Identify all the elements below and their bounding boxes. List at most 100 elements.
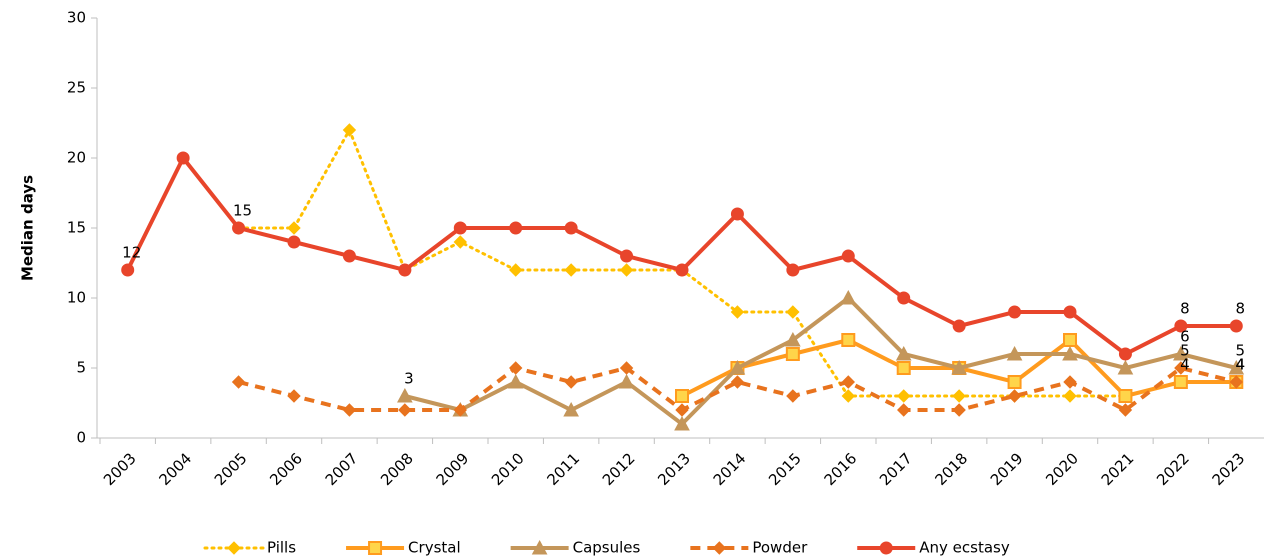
- point: [1007, 389, 1022, 403]
- point: [287, 389, 301, 403]
- point: [896, 361, 911, 375]
- point: [1117, 359, 1134, 375]
- point: [1118, 403, 1133, 417]
- x-tick-label: 2023: [1209, 449, 1249, 489]
- point: [1063, 375, 1077, 389]
- point: [674, 415, 690, 431]
- point: [730, 305, 745, 319]
- legend-label: Capsules: [573, 539, 641, 557]
- point: [564, 221, 578, 235]
- point: [952, 389, 966, 403]
- point: [564, 375, 578, 389]
- y-tick-label: 15: [67, 219, 86, 237]
- point: [951, 359, 967, 375]
- x-tick-label: 2004: [155, 449, 195, 489]
- point: [1006, 345, 1023, 361]
- point: [619, 361, 634, 375]
- point: [879, 541, 893, 555]
- y-tick-label: 20: [67, 149, 86, 167]
- point: [952, 403, 966, 417]
- point: [509, 263, 523, 277]
- legend-label: Crystal: [408, 539, 461, 557]
- point: [397, 387, 413, 403]
- x-tick-label: 2018: [931, 449, 971, 489]
- point: [1008, 305, 1022, 319]
- point: [1118, 389, 1133, 403]
- point: [231, 375, 246, 389]
- data-label: 4: [1180, 356, 1190, 374]
- x-tick-label: 2007: [322, 449, 362, 489]
- point: [509, 361, 523, 375]
- point: [841, 389, 855, 403]
- x-tick-label: 2006: [266, 449, 306, 489]
- point: [176, 151, 190, 165]
- point: [786, 389, 800, 403]
- point: [1228, 359, 1245, 375]
- data-label: 3: [404, 370, 414, 388]
- point: [1174, 361, 1188, 375]
- series-line: [125, 154, 1237, 357]
- point: [507, 373, 524, 389]
- x-tick-label: 2016: [821, 449, 861, 489]
- x-tick-label: 2015: [765, 449, 805, 489]
- point: [453, 221, 467, 235]
- x-tick-label: 2019: [987, 449, 1027, 489]
- point: [952, 319, 966, 333]
- point: [342, 403, 357, 417]
- y-tick-label: 25: [67, 79, 86, 97]
- point: [531, 539, 548, 555]
- x-tick-label: 2020: [1042, 449, 1082, 489]
- point: [509, 221, 523, 235]
- x-tick-label: 2014: [710, 449, 750, 489]
- data-label: 4: [1236, 356, 1246, 374]
- x-tick-label: 2011: [543, 449, 583, 489]
- point: [841, 375, 855, 389]
- point: [1063, 305, 1077, 319]
- data-label: 4: [1236, 356, 1246, 374]
- data-label: 8: [1236, 300, 1246, 318]
- point: [232, 221, 246, 235]
- point: [897, 403, 911, 417]
- point: [287, 221, 301, 235]
- legend: Pills Crystal Capsules Powder Any ecstasy: [203, 539, 1010, 557]
- x-tick-label: 2012: [599, 449, 639, 489]
- point: [841, 249, 855, 263]
- x-tick-label: 2003: [100, 449, 140, 489]
- x-tick-label: 2009: [433, 449, 473, 489]
- point: [620, 249, 634, 263]
- point: [675, 403, 689, 417]
- point: [287, 235, 301, 249]
- y-tick-label: 10: [67, 289, 86, 307]
- legend-label: Pills: [267, 539, 296, 557]
- point: [785, 347, 800, 361]
- point: [785, 331, 801, 347]
- series-line: [404, 295, 1237, 427]
- point: [675, 389, 689, 403]
- point: [398, 403, 412, 417]
- data-label: 12: [122, 244, 141, 262]
- point: [897, 389, 911, 403]
- point: [897, 291, 911, 305]
- point: [121, 263, 135, 277]
- point: [563, 401, 579, 417]
- point: [453, 403, 467, 417]
- point: [227, 541, 241, 555]
- point: [840, 289, 857, 305]
- point: [342, 123, 357, 137]
- point: [342, 249, 356, 263]
- point: [618, 373, 635, 389]
- data-label: 15: [233, 202, 252, 220]
- y-tick-label: 0: [76, 429, 86, 447]
- point: [1007, 375, 1022, 389]
- x-tick-label: 2008: [377, 449, 417, 489]
- point: [1063, 333, 1077, 347]
- point: [368, 541, 383, 555]
- point: [841, 333, 856, 347]
- y-tick-label: 30: [67, 9, 86, 27]
- y-axis-label: Median days: [19, 175, 37, 281]
- legend-label: Any ecstasy: [919, 539, 1010, 557]
- data-label: 5: [1180, 342, 1190, 360]
- legend-label: Powder: [752, 539, 808, 557]
- point: [564, 263, 578, 277]
